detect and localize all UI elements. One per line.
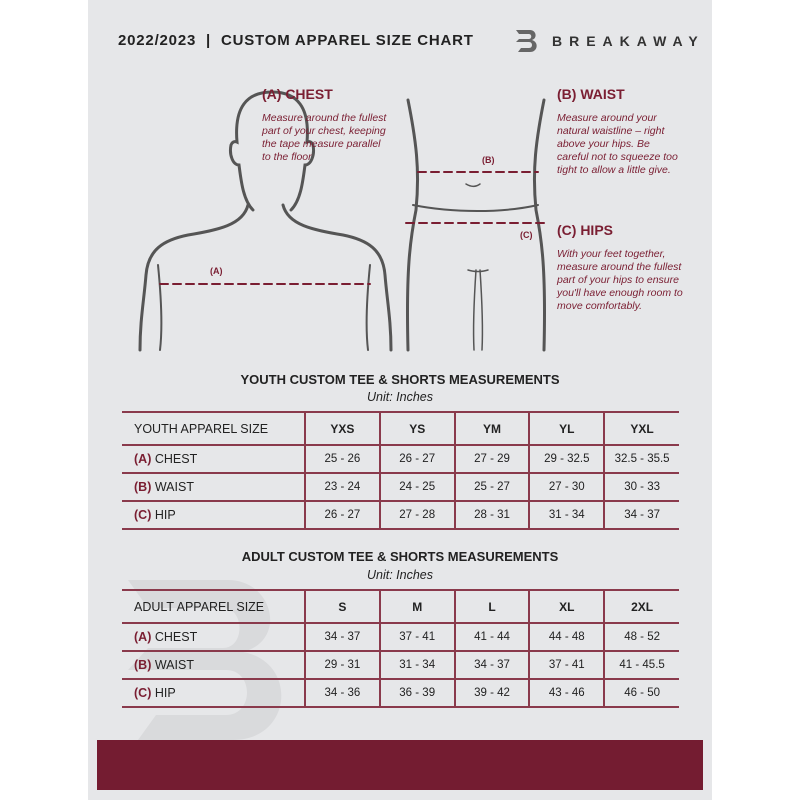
- column-header: YOUTH APPAREL SIZE: [122, 411, 305, 446]
- table-row: (C) HIP 26 - 27 27 - 28 28 - 31 31 - 34 34 - …: [122, 501, 679, 530]
- row-label: HIP: [154, 508, 176, 522]
- row-label: CHEST: [154, 452, 198, 466]
- column-header: M: [378, 589, 455, 624]
- table-cell: 46 - 50: [603, 679, 679, 708]
- column-header: YXS: [304, 411, 380, 446]
- table-header-row: YOUTH APPAREL SIZE YXS YS YM YL YXL: [122, 411, 679, 446]
- row-label: HIP: [154, 686, 176, 700]
- table-cell: 30 - 33: [603, 473, 679, 502]
- table-cell: 29 - 32.5: [528, 445, 605, 474]
- column-header: YS: [378, 411, 455, 446]
- row-tag: (C): [134, 686, 152, 700]
- brand-logo: BREAKAWAY: [512, 26, 705, 56]
- table-header-row: ADULT APPAREL SIZE S M L XL 2XL: [122, 589, 679, 624]
- lower-body-figure: [405, 98, 547, 352]
- table-cell: 26 - 27: [378, 445, 455, 474]
- column-header: YXL: [603, 411, 679, 446]
- footer-bar: [97, 740, 703, 790]
- chest-marker: (A): [210, 266, 223, 276]
- adult-unit: Unit: Inches: [366, 568, 433, 582]
- row-tag: (A): [134, 630, 152, 644]
- table-cell: 34 - 37: [603, 501, 679, 530]
- table-cell: 31 - 34: [378, 651, 455, 680]
- row-tag: (C): [134, 508, 152, 522]
- table-cell: 44 - 48: [528, 623, 605, 652]
- row-tag: (A): [134, 452, 152, 466]
- table-cell: 27 - 29: [453, 445, 530, 474]
- table-cell: 29 - 31: [304, 651, 380, 680]
- table-cell: 34 - 36: [304, 679, 380, 708]
- size-chart-page: 2022/2023 | CUSTOM APPAREL SIZE CHART BR…: [88, 0, 712, 800]
- table-cell: 27 - 30: [528, 473, 605, 502]
- row-tag: (B): [134, 658, 152, 672]
- table-cell: 24 - 25: [378, 473, 455, 502]
- column-header: YL: [528, 411, 605, 446]
- row-label: WAIST: [154, 480, 194, 494]
- table-cell: 37 - 41: [378, 623, 455, 652]
- row-label: WAIST: [154, 658, 194, 672]
- column-header: L: [453, 589, 530, 624]
- measurement-figures: [138, 90, 547, 352]
- table-cell: 27 - 28: [378, 501, 455, 530]
- table-row: (C) HIP 34 - 36 36 - 39 39 - 42 43 - 46 46 - …: [122, 679, 679, 708]
- table-cell: 37 - 41: [528, 651, 605, 680]
- row-tag: (B): [134, 480, 152, 494]
- table-cell: 25 - 26: [304, 445, 380, 474]
- table-cell: 23 - 24: [304, 473, 380, 502]
- table-cell: 43 - 46: [528, 679, 605, 708]
- upper-body-figure: [138, 90, 393, 352]
- column-header: YM: [453, 411, 530, 446]
- table-cell: 26 - 27: [304, 501, 380, 530]
- waist-heading: (B) WAIST: [557, 86, 625, 102]
- table-row: (A) CHEST 25 - 26 26 - 27 27 - 29 29 - 32.5 3…: [122, 445, 679, 474]
- chest-heading: (A) CHEST: [262, 86, 333, 102]
- youth-table-title: YOUTH CUSTOM TEE & SHORTS MEASUREMENTS: [240, 372, 560, 387]
- breakaway-b-icon: [516, 30, 537, 52]
- hips-description: With your feet together, measure around …: [557, 248, 683, 312]
- column-header: S: [304, 589, 380, 624]
- adult-size-table: ADULT APPAREL SIZE S M L XL 2XL (A) CHES…: [122, 589, 679, 708]
- youth-size-table: YOUTH APPAREL SIZE YXS YS YM YL YXL (A) …: [122, 411, 679, 530]
- table-cell: 41 - 44: [453, 623, 530, 652]
- table-cell: 28 - 31: [453, 501, 530, 530]
- column-header: XL: [528, 589, 605, 624]
- table-cell: 31 - 34: [528, 501, 605, 530]
- table-row: (B) WAIST 23 - 24 24 - 25 25 - 27 27 - 30 30 …: [122, 473, 679, 502]
- column-header: 2XL: [603, 589, 679, 624]
- chest-description: Measure around the fullest part of your …: [262, 112, 387, 163]
- table-cell: 34 - 37: [304, 623, 380, 652]
- table-row: (B) WAIST 29 - 31 31 - 34 34 - 37 37 - 41 41 …: [122, 651, 679, 680]
- table-row: (A) CHEST 34 - 37 37 - 41 41 - 44 44 - 48 48 …: [122, 623, 679, 652]
- youth-unit: Unit: Inches: [366, 390, 433, 404]
- table-cell: 36 - 39: [378, 679, 455, 708]
- adult-table-title: ADULT CUSTOM TEE & SHORTS MEASUREMENTS: [241, 549, 559, 564]
- table-cell: 25 - 27: [453, 473, 530, 502]
- page-title: 2022/2023 | CUSTOM APPAREL SIZE CHART: [118, 32, 474, 49]
- hips-marker: (C): [520, 230, 533, 240]
- waist-description: Measure around your natural waistline – …: [557, 112, 678, 176]
- table-cell: 41 - 45.5: [603, 651, 679, 680]
- table-cell: 48 - 52: [603, 623, 679, 652]
- table-cell: 32.5 - 35.5: [603, 445, 679, 474]
- column-header: ADULT APPAREL SIZE: [122, 589, 305, 624]
- table-cell: 34 - 37: [453, 651, 530, 680]
- waist-marker: (B): [482, 155, 495, 165]
- row-label: CHEST: [154, 630, 198, 644]
- hips-heading: (C) HIPS: [557, 222, 613, 238]
- table-cell: 39 - 42: [453, 679, 530, 708]
- brand-name: BREAKAWAY: [552, 33, 705, 49]
